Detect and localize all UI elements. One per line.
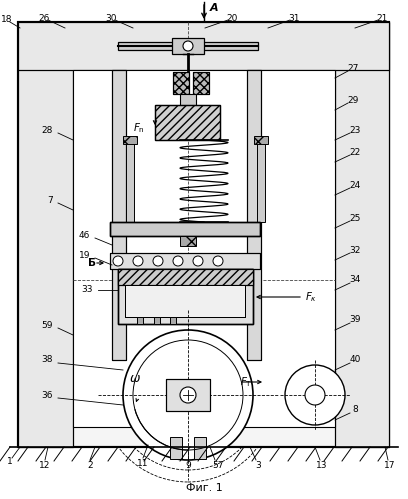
- Bar: [193, 72, 209, 94]
- Text: 31: 31: [288, 13, 300, 22]
- Text: 7: 7: [47, 196, 53, 205]
- Circle shape: [213, 256, 223, 266]
- Bar: [118, 42, 258, 50]
- Text: 57: 57: [212, 462, 224, 471]
- Text: 30: 30: [105, 13, 117, 22]
- Bar: [18, 22, 389, 447]
- Text: 1: 1: [7, 458, 13, 467]
- Text: 28: 28: [42, 126, 53, 135]
- Text: Б: Б: [88, 258, 96, 268]
- Bar: [173, 72, 189, 94]
- Text: 34: 34: [349, 275, 361, 284]
- Bar: [170, 437, 182, 459]
- Bar: [110, 253, 260, 269]
- Text: 13: 13: [316, 462, 328, 471]
- Text: 20: 20: [226, 13, 238, 22]
- Bar: [112, 70, 126, 360]
- Bar: [257, 140, 265, 222]
- Bar: [335, 22, 389, 447]
- Text: 46: 46: [79, 231, 90, 240]
- Text: A: A: [210, 3, 218, 13]
- Bar: [254, 136, 268, 144]
- Bar: [18, 22, 389, 70]
- Bar: [118, 269, 253, 285]
- Circle shape: [113, 256, 123, 266]
- Bar: [118, 269, 253, 285]
- Text: 27: 27: [347, 63, 359, 72]
- Bar: [247, 70, 261, 360]
- Bar: [125, 285, 245, 317]
- Text: $F_{\rm T}$: $F_{\rm T}$: [240, 375, 253, 389]
- Bar: [110, 253, 260, 269]
- Text: 59: 59: [42, 320, 53, 329]
- Text: 40: 40: [349, 355, 361, 364]
- Bar: [166, 379, 210, 411]
- Text: 39: 39: [349, 315, 361, 324]
- Text: 33: 33: [82, 285, 93, 294]
- Bar: [126, 140, 134, 222]
- Text: 11: 11: [137, 460, 149, 469]
- Circle shape: [305, 385, 325, 405]
- Text: 36: 36: [42, 391, 53, 400]
- Circle shape: [183, 41, 193, 51]
- Text: 17: 17: [384, 462, 396, 471]
- Text: 9: 9: [185, 462, 191, 471]
- Bar: [112, 70, 126, 360]
- Bar: [180, 94, 196, 106]
- Bar: [137, 317, 143, 324]
- Bar: [118, 269, 253, 324]
- Bar: [155, 105, 220, 140]
- Text: 25: 25: [349, 214, 361, 223]
- Bar: [110, 222, 260, 236]
- Bar: [180, 236, 196, 246]
- Text: 22: 22: [349, 148, 361, 157]
- Bar: [125, 285, 245, 317]
- Circle shape: [180, 387, 196, 403]
- Bar: [18, 22, 73, 447]
- Text: 38: 38: [42, 355, 53, 364]
- Bar: [110, 222, 260, 236]
- Text: 32: 32: [349, 246, 361, 254]
- Circle shape: [153, 256, 163, 266]
- Text: $\omega$: $\omega$: [129, 371, 141, 385]
- Text: 2: 2: [87, 462, 93, 471]
- Bar: [247, 70, 261, 360]
- Bar: [166, 379, 210, 411]
- Text: 3: 3: [255, 462, 261, 471]
- Text: 21: 21: [376, 13, 388, 22]
- Text: 24: 24: [349, 181, 361, 190]
- Bar: [123, 136, 137, 144]
- Circle shape: [193, 256, 203, 266]
- Bar: [155, 105, 220, 140]
- Bar: [118, 269, 253, 324]
- Text: 26: 26: [38, 13, 50, 22]
- Text: $F_{\kappa}$: $F_{\kappa}$: [305, 290, 317, 304]
- Circle shape: [123, 330, 253, 460]
- Bar: [193, 72, 209, 94]
- Circle shape: [133, 256, 143, 266]
- Text: 12: 12: [39, 462, 51, 471]
- Circle shape: [173, 256, 183, 266]
- Text: 18: 18: [1, 14, 13, 23]
- Text: 29: 29: [347, 95, 359, 104]
- Bar: [73, 70, 335, 427]
- Text: $F_{\rm n}$: $F_{\rm n}$: [133, 121, 145, 135]
- Text: 23: 23: [349, 126, 361, 135]
- Bar: [170, 317, 176, 324]
- Bar: [154, 317, 160, 324]
- Circle shape: [285, 365, 345, 425]
- Text: Фиг. 1: Фиг. 1: [186, 483, 222, 493]
- Bar: [172, 38, 204, 54]
- Bar: [18, 22, 389, 447]
- Bar: [173, 72, 189, 94]
- Text: 8: 8: [352, 406, 358, 415]
- Bar: [18, 22, 389, 70]
- Bar: [194, 437, 206, 459]
- Bar: [18, 22, 73, 447]
- Bar: [335, 22, 389, 447]
- Text: 19: 19: [78, 250, 90, 259]
